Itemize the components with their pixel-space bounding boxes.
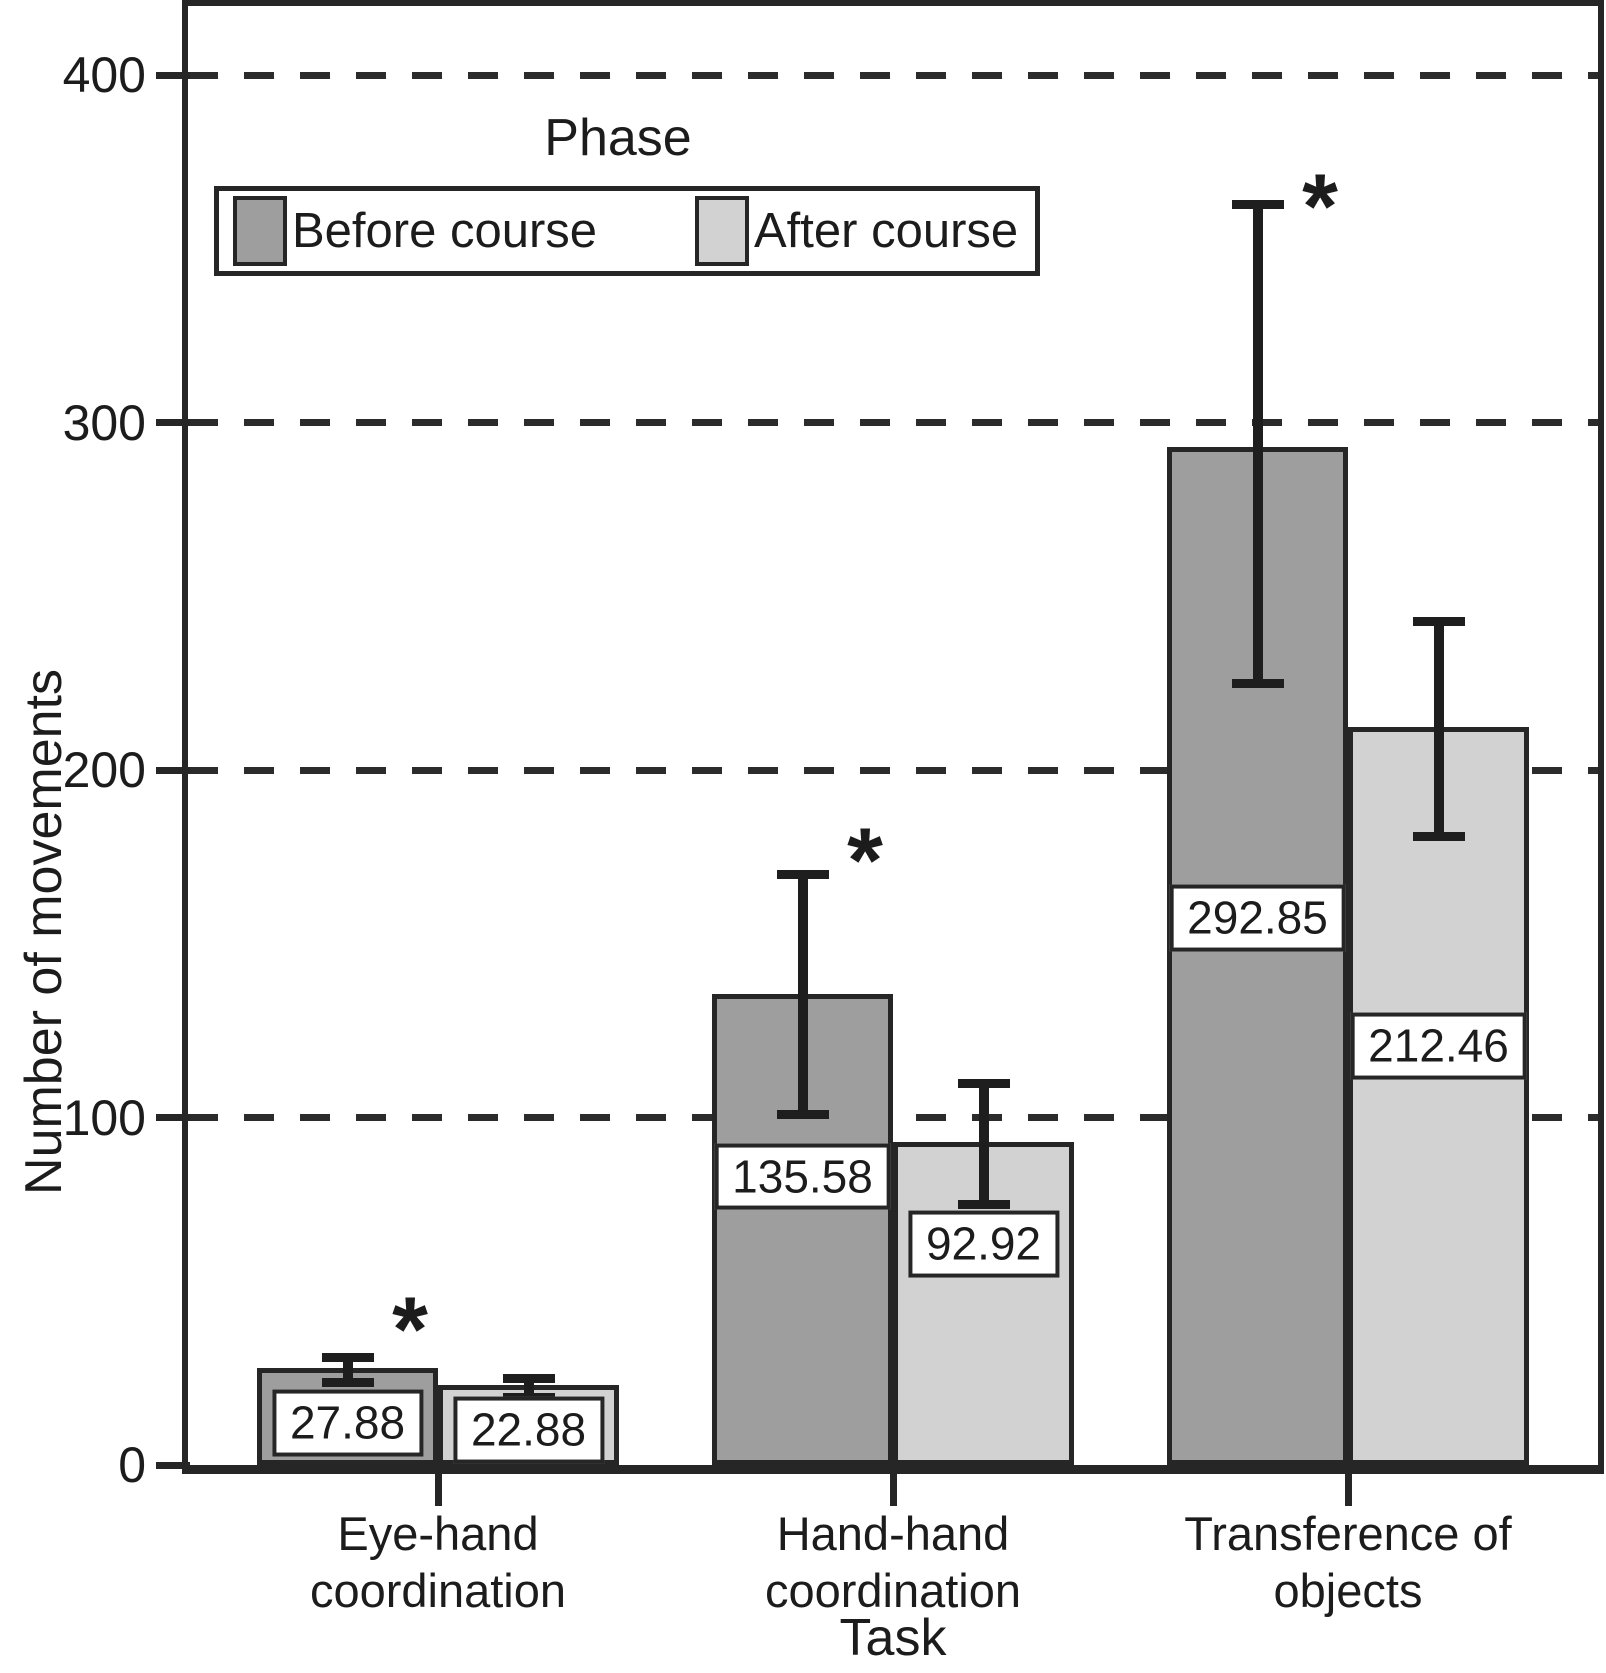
y-tick-300	[156, 419, 190, 426]
bar-value-label-before-group1: 135.58	[714, 1143, 891, 1211]
category-label-line: Hand-hand	[776, 1507, 1010, 1560]
y-tick-0	[156, 1461, 190, 1469]
category-label-line: Transference of	[1184, 1507, 1512, 1560]
error-bar-cap-bottom	[321, 1377, 374, 1387]
error-bar-cap-bottom	[776, 1110, 829, 1120]
gridline-300	[188, 419, 1598, 426]
error-bar-after-group2	[1433, 620, 1444, 836]
bar-after-group2	[1348, 726, 1529, 1465]
x-axis-title: Task	[839, 1609, 947, 1667]
error-bar-cap-bottom	[1231, 679, 1284, 689]
category-label-line: coordination	[764, 1564, 1022, 1617]
y-tick-label-0: 0	[118, 1437, 146, 1493]
error-bar-cap-top	[1231, 199, 1284, 209]
category-label-line: coordination	[309, 1564, 567, 1617]
category-label-line: Eye-hand	[337, 1507, 539, 1560]
error-bar-cap-top	[321, 1353, 374, 1363]
category-tick-1	[889, 1468, 897, 1506]
y-tick-label-200: 200	[62, 742, 146, 798]
error-bar-before-group1	[797, 874, 808, 1115]
error-bar-before-group0	[342, 1357, 353, 1382]
y-tick-label-400: 400	[62, 47, 146, 103]
category-label-2: Transference of objects	[1098, 1505, 1598, 1619]
legend-item-after-course: After course	[695, 191, 1018, 271]
error-bar-cap-top	[502, 1374, 555, 1384]
category-tick-2	[1344, 1468, 1352, 1506]
y-tick-200	[156, 766, 190, 774]
legend: Before course After course	[214, 186, 1040, 276]
y-tick-100	[156, 1114, 190, 1121]
y-tick-label-100: 100	[62, 1089, 146, 1146]
category-label-0: Eye-hand coordination	[188, 1505, 688, 1619]
error-bar-cap-top	[957, 1078, 1010, 1088]
legend-title: Phase	[544, 109, 692, 167]
legend-item-before-course: Before course	[233, 191, 597, 271]
significance-asterisk-group2: *	[1302, 156, 1338, 259]
gridline-200	[188, 766, 1598, 774]
significance-asterisk-group1: *	[847, 809, 883, 912]
legend-label-after-course: After course	[754, 204, 1019, 258]
bar-value-label-after-group2: 212.46	[1350, 1012, 1527, 1080]
error-bar-cap-bottom	[1412, 832, 1465, 842]
category-tick-0	[434, 1468, 442, 1506]
legend-swatch-before-course	[233, 196, 287, 266]
significance-asterisk-group0: *	[392, 1278, 428, 1381]
bar-value-label-after-group1: 92.92	[907, 1210, 1060, 1278]
bar-value-label-before-group2: 292.85	[1169, 884, 1346, 952]
bar-value-label-before-group0: 27.88	[271, 1389, 424, 1457]
bar-value-label-after-group0: 22.88	[452, 1396, 605, 1464]
legend-label-before-course: Before course	[292, 204, 598, 258]
legend-swatch-after-course	[695, 196, 749, 266]
error-bar-cap-bottom	[957, 1200, 1010, 1210]
error-bar-after-group0	[523, 1378, 534, 1398]
y-tick-400	[156, 71, 190, 79]
error-bar-cap-top	[1412, 616, 1465, 626]
error-bar-cap-top	[776, 870, 829, 880]
y-tick-label-300: 300	[62, 394, 146, 451]
category-label-1: Hand-hand coordination	[643, 1505, 1143, 1619]
gridline-100	[188, 1114, 1598, 1121]
error-bar-after-group1	[978, 1082, 989, 1205]
error-bar-before-group2	[1252, 203, 1263, 684]
gridline-400	[188, 71, 1598, 79]
category-label-line: objects	[1273, 1564, 1423, 1617]
